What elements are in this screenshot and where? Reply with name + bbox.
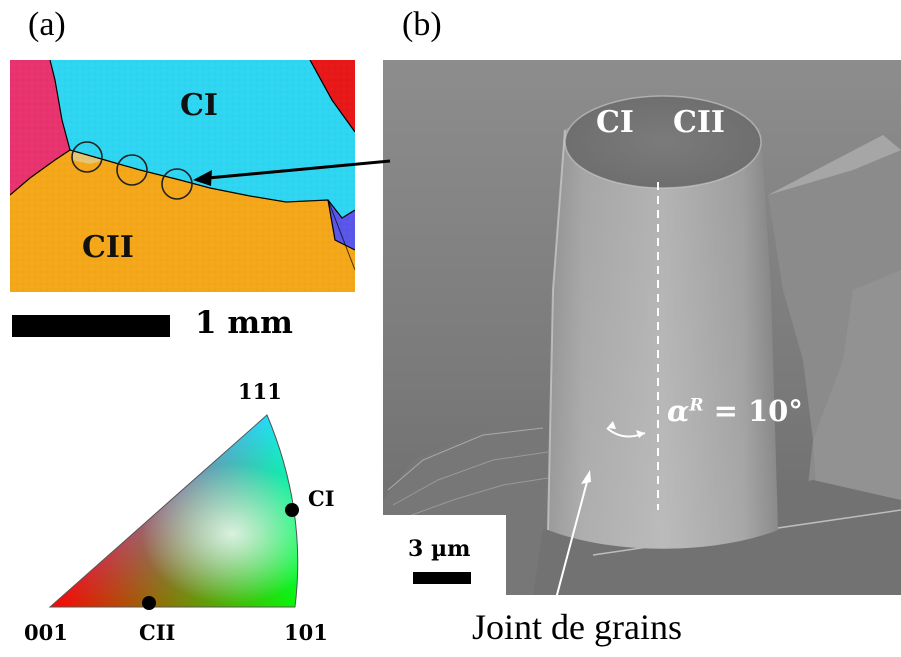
- ipf-triangle: [45, 410, 305, 610]
- sem-image: CI CII αR = 10° 3 µm: [383, 60, 901, 595]
- ipf-triangle-graphic: [48, 414, 299, 610]
- scale-bar-b: [413, 572, 471, 584]
- ipf-label-101: 101: [284, 620, 328, 645]
- scale-bar-b-label: 3 µm: [408, 536, 471, 562]
- ipf-point-ci: [285, 503, 299, 517]
- ebsd-label-cii: CII: [82, 230, 134, 265]
- panel-a-label: (a): [28, 6, 66, 43]
- ipf-label-111: 111: [238, 379, 282, 404]
- ebsd-map: CI CII: [9, 59, 356, 292]
- scale-bar-a-label: 1 mm: [195, 305, 293, 341]
- scale-bar-a: [12, 315, 170, 337]
- pillar-label-ci: CI: [596, 105, 634, 140]
- indent-circle-3: [161, 168, 193, 200]
- ipf-label-ci: CI: [308, 486, 335, 511]
- ipf-label-cii: CII: [139, 620, 176, 645]
- indent-circle-1: [71, 141, 103, 173]
- ipf-label-001: 001: [24, 620, 68, 645]
- pillar-top: [565, 96, 761, 188]
- angle-rest: = 10°: [703, 394, 803, 428]
- angle-alpha: α: [667, 394, 690, 428]
- ipf-point-cii: [142, 596, 156, 610]
- pillar-label-cii: CII: [673, 105, 725, 140]
- ebsd-label-ci: CI: [180, 88, 218, 123]
- caption-joint-de-grains: Joint de grains: [472, 607, 682, 647]
- angle-label: αR = 10°: [667, 394, 803, 428]
- panel-b-label: (b): [402, 6, 442, 43]
- boundary-pointer-arrow: [555, 477, 589, 595]
- sem-image-graphic: [383, 60, 901, 595]
- angle-sup: R: [689, 395, 704, 416]
- indent-circle-2: [116, 154, 148, 186]
